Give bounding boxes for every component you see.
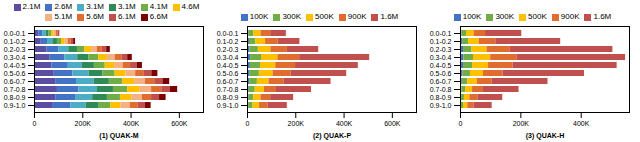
svg-text:0.1-0.2: 0.1-0.2 [4,38,26,45]
svg-text:200K: 200K [288,120,305,127]
html-text:3.1M: 3.1M [86,2,104,11]
html-text:100K: 100K [462,12,482,21]
svg-text:0.5-0.6: 0.5-0.6 [430,70,452,77]
svg-text:600K: 600K [171,120,188,127]
svg-text:(2) QUAK-P: (2) QUAK-P [313,132,351,140]
svg-text:0.6-0.7: 0.6-0.7 [430,78,452,85]
svg-text:0.7-0.8: 0.7-0.8 [430,86,452,93]
svg-text:400K: 400K [123,120,140,127]
svg-text:0.4-0.5: 0.4-0.5 [430,62,452,69]
html-text:5.6M: 5.6M [86,12,104,21]
svg-text:0.3-0.4: 0.3-0.4 [217,54,239,61]
svg-text:0.5-0.6: 0.5-0.6 [217,70,239,77]
svg-text:0.7-0.8: 0.7-0.8 [217,86,239,93]
svg-text:0.2-0.3: 0.2-0.3 [217,46,239,53]
html-text:500K: 500K [315,12,334,21]
svg-text:0.9-1.0: 0.9-1.0 [4,102,26,109]
html-text:500K: 500K [528,12,547,21]
html-text:100K: 100K [249,12,269,21]
svg-text:400K: 400K [336,120,353,127]
svg-text:200K: 200K [75,120,92,127]
svg-text:0.1-0.2: 0.1-0.2 [430,38,452,45]
svg-text:0.2-0.3: 0.2-0.3 [4,46,26,53]
html-text:4.6M: 4.6M [181,2,200,11]
svg-text:(3) QUAK-H: (3) QUAK-H [526,132,565,140]
svg-text:0.0-0.1: 0.0-0.1 [217,30,239,37]
html-text:3.1M: 3.1M [118,2,136,11]
svg-text:0: 0 [33,120,37,127]
svg-text:(1) QUAK-M: (1) QUAK-M [99,132,138,140]
svg-text:0.0-0.1: 0.0-0.1 [4,30,26,37]
svg-text:0.1-0.2: 0.1-0.2 [217,38,239,45]
svg-text:0: 0 [246,120,250,127]
svg-text:0.3-0.4: 0.3-0.4 [430,54,452,61]
svg-text:0: 0 [459,120,463,127]
svg-text:0.4-0.5: 0.4-0.5 [217,62,239,69]
svg-text:0.8-0.9: 0.8-0.9 [4,94,26,101]
html-text:1.6M: 1.6M [380,12,399,21]
html-text:300K: 300K [495,12,515,21]
html-text:300K: 300K [282,12,302,21]
svg-text:0.4-0.5: 0.4-0.5 [4,62,26,69]
svg-text:0.8-0.9: 0.8-0.9 [430,94,452,101]
svg-text:0.6-0.7: 0.6-0.7 [217,78,239,85]
svg-text:400K: 400K [573,120,590,127]
svg-text:0.5-0.6: 0.5-0.6 [4,70,26,77]
html-text:6.1M: 6.1M [118,12,136,21]
svg-text:0.9-1.0: 0.9-1.0 [430,102,452,109]
svg-text:0.9-1.0: 0.9-1.0 [217,102,239,109]
svg-text:0.8-0.9: 0.8-0.9 [217,94,239,101]
svg-text:0.0-0.1: 0.0-0.1 [430,30,452,37]
svg-text:0.2-0.3: 0.2-0.3 [430,46,452,53]
html-text:5.1M: 5.1M [54,12,73,21]
svg-text:0.6-0.7: 0.6-0.7 [4,78,26,85]
svg-text:0.7-0.8: 0.7-0.8 [4,86,26,93]
html-text:6.6M: 6.6M [149,12,168,21]
svg-text:0.3-0.4: 0.3-0.4 [4,54,26,61]
html-text:2.1M: 2.1M [22,2,41,11]
html-text:4.1M: 4.1M [149,2,168,11]
html-text:2.6M: 2.6M [54,2,73,11]
html-text:1.6M: 1.6M [593,12,612,21]
svg-text:600K: 600K [384,120,401,127]
html-text:900K: 900K [347,12,367,21]
svg-text:200K: 200K [513,120,530,127]
html-text:900K: 900K [560,12,580,21]
